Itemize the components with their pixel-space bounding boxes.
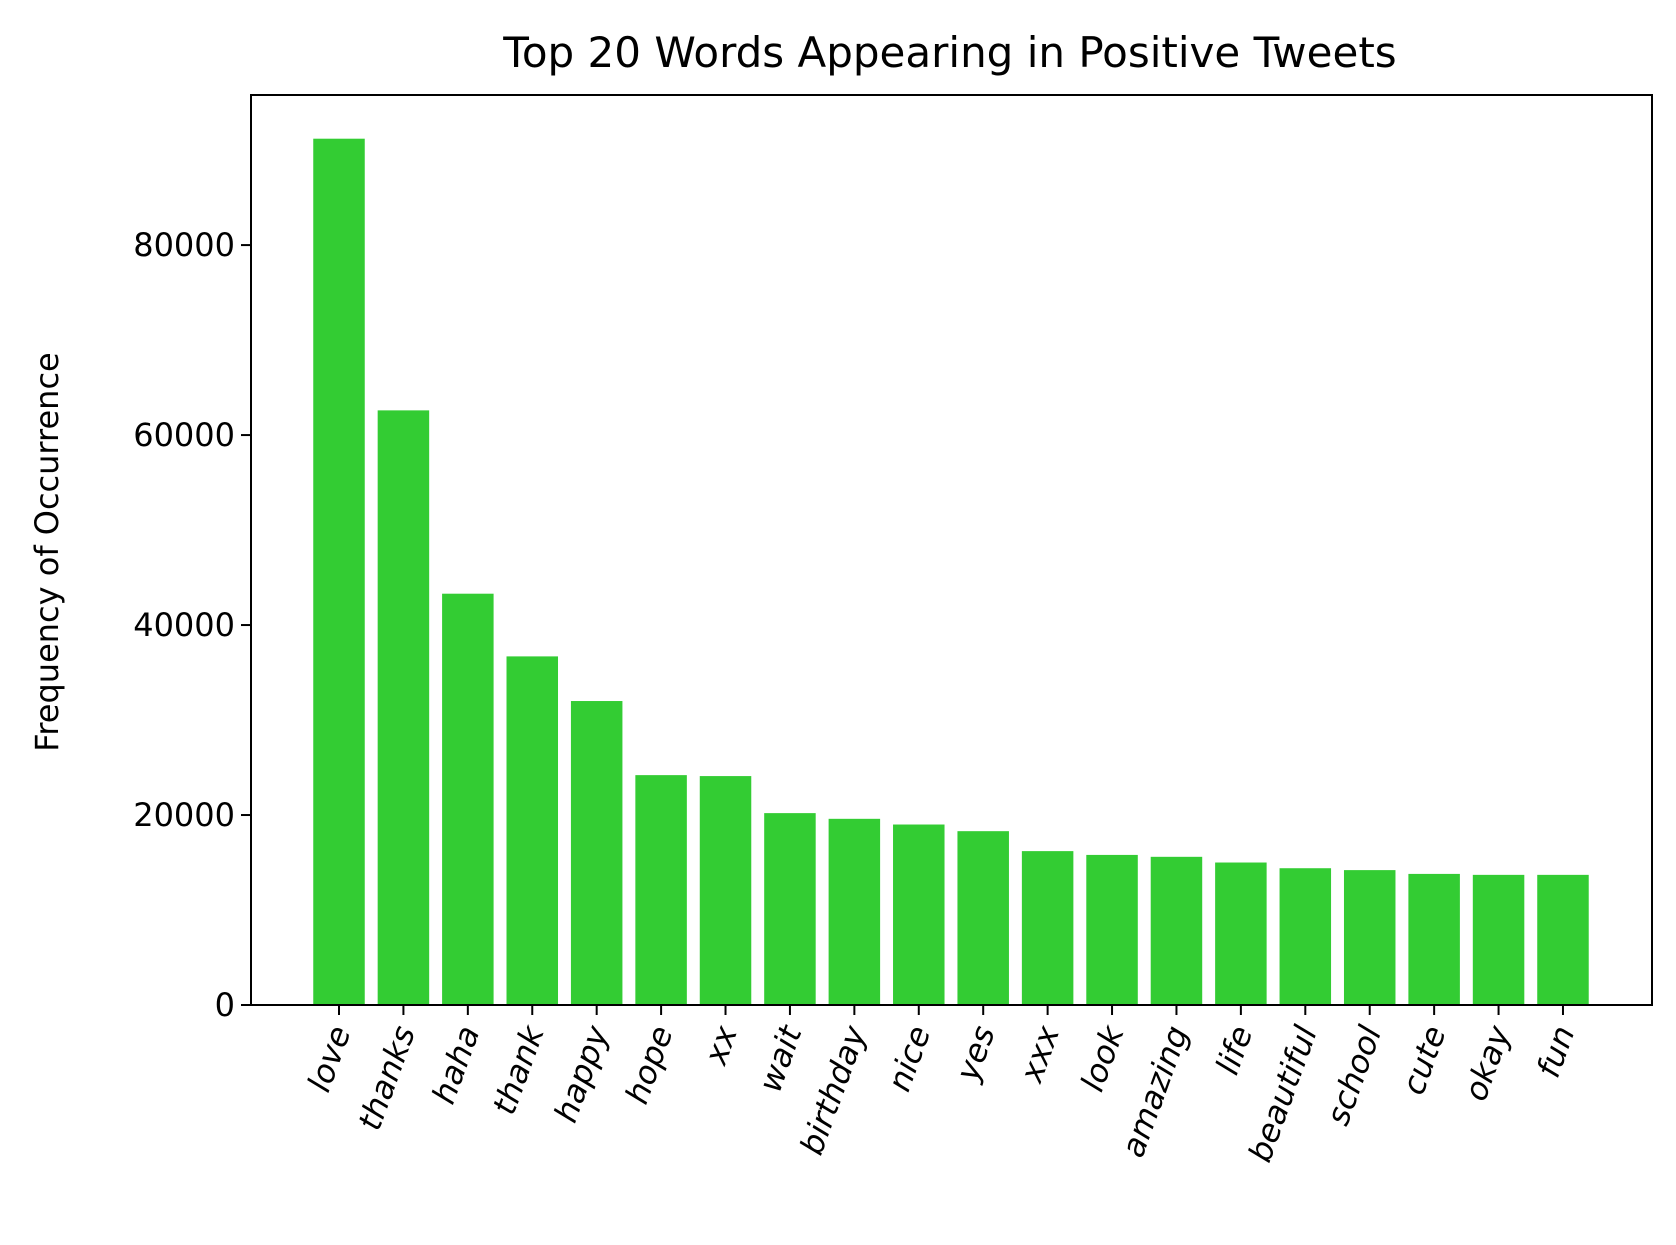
plot-frame (250, 94, 1653, 1006)
bars-group (313, 138, 1589, 1005)
x-tick-label-nice: nice (880, 1021, 938, 1096)
x-tick-label-life: life (1208, 1021, 1260, 1080)
bar-thanks (377, 410, 430, 1005)
y-tick-label: 20000 (133, 796, 235, 834)
bar-xx (699, 776, 752, 1005)
bar-okay (1472, 874, 1525, 1005)
bar-look (1086, 854, 1138, 1005)
bar-birthday (828, 818, 881, 1005)
x-tick-label-yes: yes (948, 1021, 1003, 1087)
bar-amazing (1150, 856, 1203, 1005)
y-tick-label: 40000 (133, 606, 235, 644)
bar-wait (764, 813, 816, 1005)
bar-haha (442, 593, 494, 1005)
bar-fun (1537, 874, 1589, 1005)
x-tick-label-school: school (1318, 1021, 1389, 1131)
x-tick-label-wait: wait (751, 1019, 810, 1097)
bar-school (1343, 870, 1396, 1005)
x-tick-label-cute: cute (1394, 1021, 1454, 1100)
y-tick-label: 0 (215, 986, 235, 1024)
bar-thank (506, 656, 559, 1005)
x-tick-label-look: look (1073, 1019, 1132, 1096)
x-tick-label-xx: xx (696, 1020, 745, 1071)
x-tick-label-okay: okay (1456, 1020, 1518, 1106)
x-tick-label-hope: hope (618, 1021, 681, 1109)
x-tick-label-haha: haha (424, 1021, 487, 1109)
y-tick-label: 80000 (133, 226, 235, 264)
x-tick-label-fun: fun (1529, 1021, 1582, 1083)
bar-nice (893, 824, 945, 1005)
bar-hope (635, 775, 687, 1005)
bar-yes (957, 831, 1009, 1005)
x-tick-label-xxx: xxx (1012, 1020, 1068, 1088)
bar-xxx (1021, 851, 1074, 1005)
y-axis: 0 20000 40000 60000 80000 (133, 226, 251, 1024)
x-tick-label-thank: thank (485, 1019, 552, 1119)
x-tick-label-thanks: thanks (350, 1021, 423, 1135)
bar-cute (1408, 873, 1460, 1005)
y-axis-label: Frequency of Occurrence (28, 352, 66, 751)
x-tick-label-happy: happy (546, 1020, 616, 1127)
bar-love (313, 138, 365, 1005)
bar-happy (570, 701, 623, 1005)
bar-life (1215, 862, 1267, 1005)
y-tick-label: 60000 (133, 416, 235, 454)
bar-beautiful (1279, 868, 1332, 1005)
chart-title: Top 20 Words Appearing in Positive Tweet… (502, 28, 1396, 77)
x-tick-label-love: love (300, 1021, 359, 1097)
